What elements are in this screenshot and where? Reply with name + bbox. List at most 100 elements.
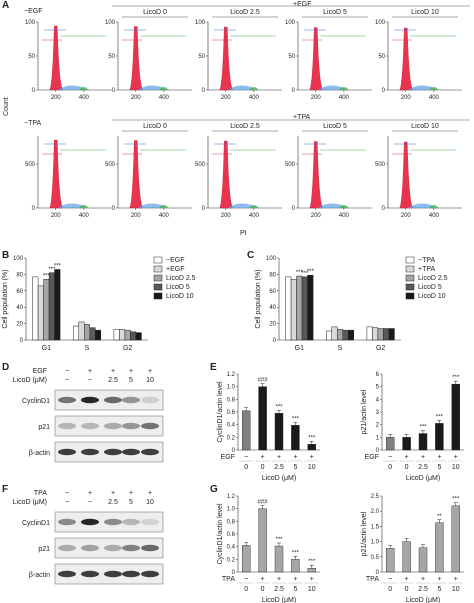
blot-1-frame-1 xyxy=(54,537,164,559)
chart-G-right-row1-label: TPA xyxy=(366,576,379,583)
bar-C-S-4 xyxy=(348,329,354,341)
legend-label-2: LicoD 2.5 xyxy=(418,275,448,282)
blot-0-band-2-2 xyxy=(104,448,122,456)
y-tick-label: 20 xyxy=(16,322,23,328)
chart-G-left-row1-3: + xyxy=(293,576,297,583)
chart-E-right-row1-0: − xyxy=(388,454,392,461)
bar-C-G1-1 xyxy=(290,279,297,341)
histogram-y-tick-label: 100 xyxy=(105,20,116,26)
histogram-x-tick-label: 400 xyxy=(249,95,260,101)
significance-marker: *** xyxy=(419,425,427,431)
category-label-G2: G2 xyxy=(376,345,385,352)
g2-peak xyxy=(428,205,439,208)
histogram-y-tick-label: 50 xyxy=(108,54,115,60)
row2-header-3: LicoD 10 xyxy=(411,123,439,130)
y-tick-label: 1.0 xyxy=(227,507,236,513)
y-tick-label: 60 xyxy=(16,289,23,295)
s-phase-fill xyxy=(137,203,166,208)
significance-marker: *** xyxy=(452,375,460,381)
row1-header-1: LicoD 2.5 xyxy=(230,9,260,16)
y-tick-label: 6 xyxy=(376,372,380,378)
blot-1-frame-0 xyxy=(54,511,164,533)
blot-1-row1-value-3: + xyxy=(129,490,133,497)
y-tick-label: 0.2 xyxy=(227,435,236,441)
bar-B-S-3 xyxy=(89,327,96,341)
y-tick-label: 2.0 xyxy=(371,509,380,515)
bar-G-left-2 xyxy=(274,545,284,573)
histogram-x-tick-label: 400 xyxy=(339,95,350,101)
histogram-y-tick-label: 0 xyxy=(292,206,296,212)
bar-E-right-4 xyxy=(451,383,461,451)
western-blot-panels: EGF LicoD (μM) − + + + + − − 2.5 5 10 CyclinD1 p21 β-a… xyxy=(13,368,164,585)
significance-marker: ** xyxy=(437,514,442,520)
bar-B-G1-3 xyxy=(48,272,55,341)
blot-0-band-2-1 xyxy=(81,448,99,456)
row2-group-left-label: −TPA xyxy=(24,120,42,127)
bar-C-G2-3 xyxy=(383,328,390,341)
legend-swatch-1 xyxy=(405,265,415,273)
g1-peak xyxy=(129,140,144,209)
chart-G-left-row1-1: + xyxy=(261,576,265,583)
bar-E-right-1 xyxy=(402,437,411,451)
histogram-x-tick-label: 200 xyxy=(311,213,322,219)
bar-E-right-0 xyxy=(385,437,395,451)
s-phase-fill xyxy=(407,203,436,208)
histogram-x-tick-label: 400 xyxy=(79,95,90,101)
bar-E-left-3 xyxy=(291,425,300,451)
blot-0-row1-value-4: + xyxy=(148,368,152,375)
histogram-x-tick-label: 200 xyxy=(51,95,62,101)
chart-C-ylabel: Cell population (%) xyxy=(255,269,262,328)
legend-label-1: +TPA xyxy=(418,266,436,273)
bar-C-S-2 xyxy=(337,329,343,341)
blot-0-band-1-0 xyxy=(58,422,76,430)
significance-marker: *** xyxy=(43,273,51,279)
significance-marker: *** xyxy=(308,435,316,441)
y-tick-label: 80 xyxy=(16,272,23,278)
chart-E-left-xlabel: LicoD (μM) xyxy=(262,475,296,482)
g2-peak xyxy=(78,87,89,90)
bar-C-G1-0 xyxy=(285,276,292,341)
category-label-S: S xyxy=(85,345,90,352)
chart-E-left-row2-1: 0 xyxy=(261,464,265,471)
chart-E-right-row1-3: + xyxy=(437,454,441,461)
bar-E-right-3 xyxy=(435,423,444,451)
protein-level-bar-charts: CyclinD1/actin level 0 0.2 0.4 0.6 0.8 1.0 1.2 −… xyxy=(217,372,464,603)
row1-group-left-label: −EGF xyxy=(24,8,43,15)
y-tick-label: 0 xyxy=(376,570,380,576)
chart-G-right-row2-2: 2.5 xyxy=(418,586,428,593)
chart-G-right-row1-0: − xyxy=(388,576,392,583)
blot-1-band-0-2 xyxy=(104,518,122,526)
y-tick-label: 0 xyxy=(20,338,24,344)
s-phase-fill xyxy=(317,85,346,90)
g1-peak xyxy=(399,141,414,209)
chart-E-left-row1-2: + xyxy=(277,454,281,461)
blot-0-band-0-4 xyxy=(141,396,159,404)
legend-label-2: LicoD 2.5 xyxy=(166,275,196,282)
g2-peak xyxy=(158,87,169,90)
chart-G-right-row1-1: + xyxy=(405,576,409,583)
histogram-y-tick-label: 50 xyxy=(28,54,35,60)
histogram-x-tick-label: 200 xyxy=(131,213,142,219)
chart-G-right-ylabel: p21/actin level xyxy=(361,511,368,556)
histogram-y-tick-label: 50 xyxy=(288,54,295,60)
significance-marker: *** xyxy=(292,550,300,556)
blot-0-band-2-3 xyxy=(122,448,140,456)
blot-1-band-1-2 xyxy=(104,544,122,552)
chart-E-left-row1-label: EGF xyxy=(221,454,235,461)
blot-0-band-1-4 xyxy=(141,422,159,430)
row2-header-2: LicoD 5 xyxy=(323,123,347,130)
chart-E-right-row2-0: 0 xyxy=(388,464,392,471)
blot-1-band-0-4 xyxy=(141,518,159,526)
bar-B-G2-0 xyxy=(113,329,120,341)
row2-header-1: LicoD 2.5 xyxy=(230,123,260,130)
y-tick-label: 80 xyxy=(269,272,276,278)
y-tick-label: 1.0 xyxy=(227,385,236,391)
significance-marker: *** xyxy=(452,497,460,503)
chart-G-right-row2-3: 5 xyxy=(437,586,441,593)
legend-swatch-0 xyxy=(153,256,163,264)
chart-E-right-row2-3: 5 xyxy=(437,464,441,471)
blot-1-band-1-1 xyxy=(81,544,99,552)
chart-G-left-row1-label: TPA xyxy=(222,576,235,583)
s-phase-fill xyxy=(317,203,346,208)
blot-0-band-0-3 xyxy=(122,396,140,404)
